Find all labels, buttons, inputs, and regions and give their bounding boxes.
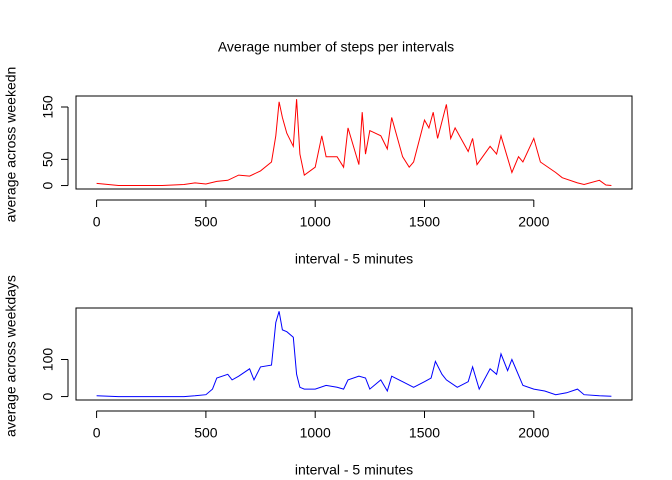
x-axis-label: interval - 5 minutes [295,251,413,267]
x-axis-label: interval - 5 minutes [295,462,413,478]
y-tick-label: 150 [40,95,56,119]
plot-frame [75,95,633,190]
data-line [96,99,612,186]
data-line [96,311,612,398]
x-tick-label: 2000 [518,214,549,230]
chart-title: Average number of steps per intervals [218,39,454,55]
x-tick-label: 1000 [300,214,331,230]
y-axis-label: average across weekdays [3,275,19,437]
x-tick-label: 0 [93,425,101,441]
x-tick-label: 500 [194,425,218,441]
y-tick-label: 0 [40,392,56,400]
y-tick-label: 50 [40,151,56,167]
y-tick-label: 0 [40,181,56,189]
y-axis-label: average across weekedn [3,67,19,223]
x-tick-label: 500 [194,214,218,230]
x-tick-label: 1500 [409,214,440,230]
y-tick-label: 100 [40,348,56,372]
x-tick-label: 1000 [300,425,331,441]
x-tick-label: 0 [93,214,101,230]
x-tick-label: 1500 [409,425,440,441]
plot-frame [75,307,633,401]
x-tick-label: 2000 [518,425,549,441]
